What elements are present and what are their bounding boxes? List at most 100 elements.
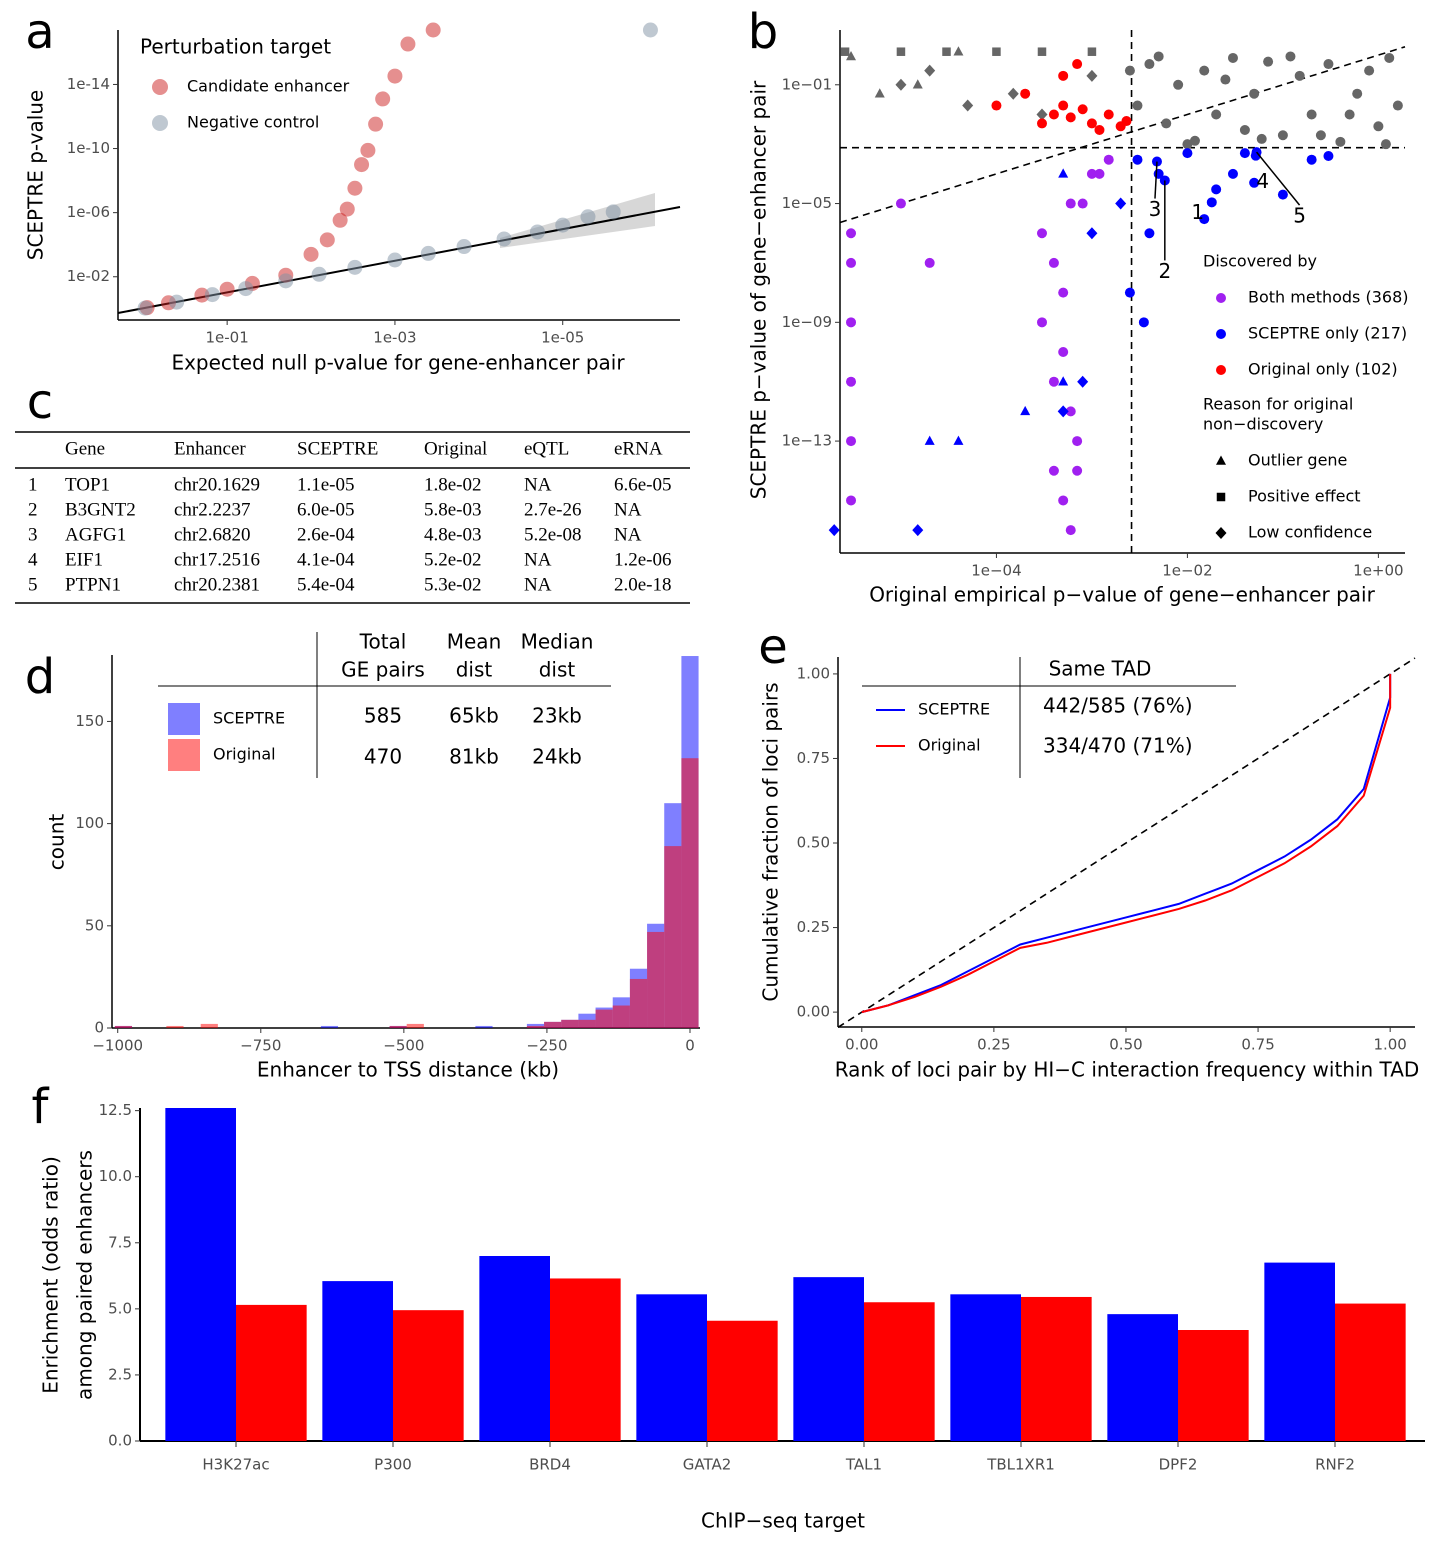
marker: [1087, 47, 1097, 56]
y-tick-label: 1e−13: [782, 432, 832, 450]
table-cell: PTPN1: [65, 574, 121, 595]
y-tick-label: 1.00: [797, 664, 830, 682]
marker: [1211, 184, 1222, 195]
x-tick-label: 1e+00: [1353, 562, 1403, 580]
marker: [332, 212, 348, 228]
bar: [550, 1278, 621, 1441]
marker: [1094, 124, 1105, 135]
legend-label: SCEPTRE: [918, 700, 990, 719]
marker: [1392, 100, 1403, 111]
legend-table-header: GE pairs: [341, 658, 425, 682]
marker: [846, 257, 857, 268]
marker: [1138, 317, 1149, 328]
marker: [992, 47, 1001, 56]
table-cell: 1.1e-05: [297, 474, 355, 495]
y-tick-label: 0.0: [108, 1432, 132, 1450]
x-tick-label: 1.00: [1373, 1036, 1406, 1054]
y-tick-label: 1e-06: [67, 203, 110, 221]
marker: [387, 252, 403, 268]
annotation: 3: [1149, 197, 1162, 221]
x-tick-label: H3K27ac: [202, 1456, 269, 1474]
marker: [456, 239, 472, 255]
legend-table-cell: 442/585 (76%): [1043, 694, 1193, 718]
bar: [1021, 1296, 1092, 1441]
marker: [924, 435, 935, 445]
x-tick-label: 1e−04: [971, 562, 1021, 580]
marker: [1058, 495, 1069, 506]
marker: [846, 50, 857, 61]
marker: [828, 524, 840, 537]
table-cell: NA: [524, 474, 552, 495]
x-tick-label: −1000: [92, 1037, 143, 1055]
table-cell: 5: [28, 574, 38, 595]
marker: [1189, 135, 1200, 146]
legend-marker: [152, 79, 168, 95]
histogram-bar: [166, 1025, 184, 1028]
marker: [1058, 100, 1069, 111]
marker: [642, 22, 658, 38]
marker: [347, 180, 363, 196]
marker: [1058, 376, 1069, 386]
marker: [953, 46, 964, 56]
marker: [1132, 100, 1143, 111]
histogram-bar: [561, 1019, 579, 1028]
marker: [1239, 124, 1250, 135]
marker: [1124, 65, 1135, 76]
x-tick-label: 1e−02: [1162, 562, 1212, 580]
marker: [1036, 228, 1047, 239]
table-cell: chr2.6820: [174, 524, 251, 545]
line: [861, 673, 1392, 1014]
bar: [322, 1281, 393, 1441]
marker: [425, 22, 441, 38]
histogram-bar: [475, 1025, 493, 1028]
marker: [1065, 406, 1076, 417]
y-tick-label: 1e-10: [67, 139, 110, 157]
x-tick-label: −500: [383, 1037, 424, 1055]
legend-table-cell: 23kb: [532, 704, 582, 728]
marker: [1211, 109, 1222, 120]
legend-label: Outlier gene: [1248, 451, 1347, 470]
marker: [1323, 59, 1334, 70]
marker: [1161, 118, 1172, 129]
marker: [1216, 492, 1226, 502]
histogram-bar: [526, 1025, 545, 1028]
marker: [912, 524, 924, 537]
bar: [393, 1310, 464, 1441]
marker: [1315, 130, 1326, 141]
marker: [1058, 168, 1069, 178]
marker: [846, 495, 857, 506]
table-cell: 3: [28, 524, 38, 545]
table-cell: 6.0e-05: [297, 499, 355, 520]
marker: [846, 376, 857, 387]
x-axis-title: ChIP−seq target: [701, 1509, 865, 1533]
legend-marker: [1216, 365, 1226, 375]
marker: [400, 36, 416, 52]
table-cell: 1.2e-06: [614, 549, 672, 570]
marker: [1153, 51, 1164, 62]
x-tick-label: 0.75: [1241, 1036, 1274, 1054]
marker: [912, 79, 923, 89]
bar: [165, 1108, 236, 1441]
y-axis-title: Enrichment (odds ratio): [39, 1156, 63, 1394]
y-tick-label: 0.00: [797, 1003, 830, 1021]
table-cell: 4.8e-03: [424, 524, 482, 545]
marker: [339, 201, 355, 217]
legend-label: Candidate enhancer: [187, 77, 350, 96]
marker: [1103, 154, 1114, 165]
annotation: 5: [1293, 204, 1306, 228]
marker: [1182, 148, 1193, 159]
marker: [1344, 109, 1355, 120]
x-axis-title: Rank of loci pair by HI−C interaction fr…: [835, 1058, 1420, 1082]
marker: [846, 317, 857, 328]
marker: [1048, 109, 1059, 120]
legend-table-header: Mean: [447, 630, 502, 654]
marker: [1065, 525, 1076, 536]
histogram-bar: [629, 978, 648, 1028]
table-cell: chr20.2381: [174, 574, 260, 595]
marker: [1227, 52, 1238, 63]
y-axis-title: SCEPTRE p−value of gene−enhancer pair: [747, 80, 771, 499]
table-cell: 5.4e-04: [297, 574, 355, 595]
marker: [953, 435, 964, 445]
table-cell: 5.2e-02: [424, 549, 482, 570]
